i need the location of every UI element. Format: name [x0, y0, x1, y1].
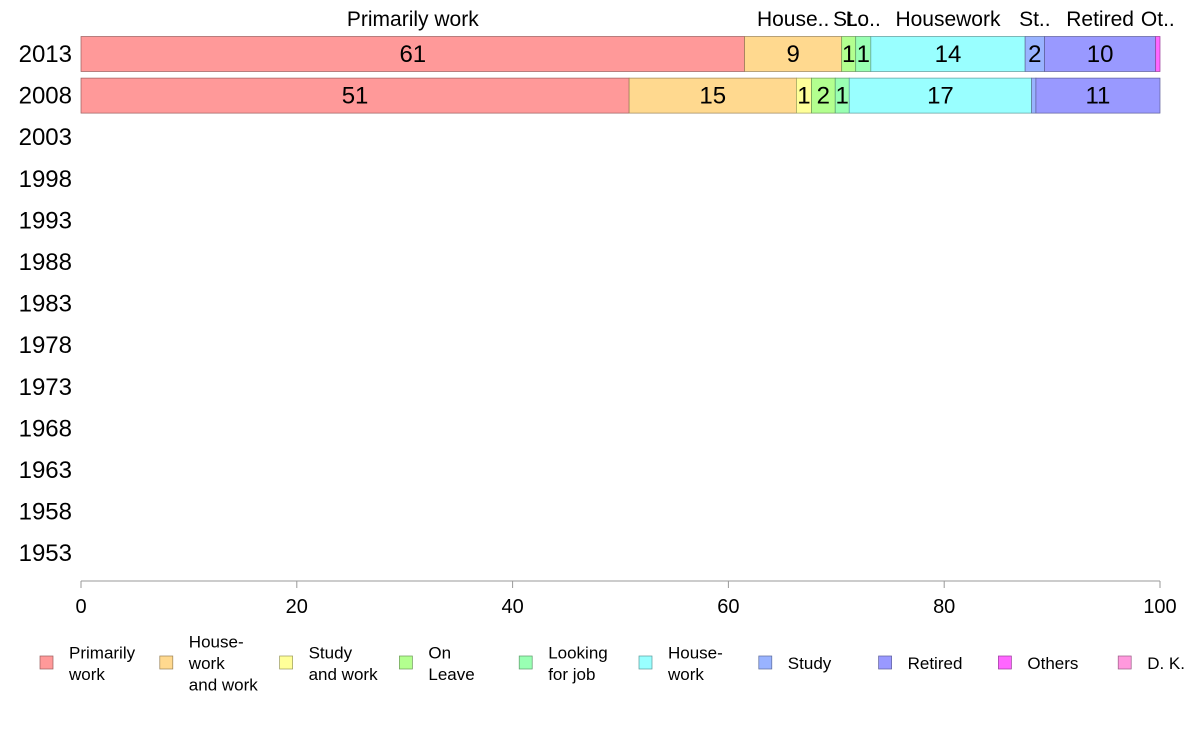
bar-label-2013-series-4: 1 — [857, 41, 870, 68]
legend-swatch-4 — [518, 655, 533, 670]
top-label-series-3: St.. — [833, 8, 865, 31]
x-tick-label-100: 100 — [1143, 596, 1176, 618]
legend-label-3-line-0: On — [428, 643, 451, 662]
bar-label-2008-series-7: 11 — [1085, 83, 1110, 110]
legend-swatch-2 — [279, 655, 293, 670]
legend-label-0-line-1: work — [68, 665, 105, 684]
legend-label-7-line-0: Retired — [908, 654, 963, 673]
y-tick-label-2008: 2008 — [19, 83, 72, 110]
bar-label-2008-series-3: 2 — [817, 83, 830, 110]
legend-label-2-line-1: and work — [309, 665, 378, 684]
y-tick-label-1968: 1968 — [19, 415, 72, 442]
bar-label-2008-series-1: 15 — [699, 83, 726, 110]
legend-swatch-0 — [39, 655, 54, 670]
bar-label-2008-series-0: 51 — [342, 83, 369, 110]
y-tick-label-1993: 1993 — [19, 207, 72, 234]
legend-swatch-8 — [998, 655, 1012, 670]
bar-2013-series-5 — [870, 36, 1026, 72]
legend-label-1-line-0: House- — [189, 633, 244, 652]
legend-label-1-line-2: and work — [189, 676, 258, 695]
bar-2013-series-7 — [1044, 36, 1157, 72]
bar-2008-series-5 — [848, 77, 1032, 114]
legend-label-6-line-0: Study — [788, 654, 832, 673]
y-tick-label-2003: 2003 — [19, 124, 72, 151]
bar-label-2008-series-2: 1 — [797, 83, 810, 110]
legend-swatch-1 — [159, 655, 174, 670]
legend: Primarily work House-work and work Study and … — [39, 633, 1185, 695]
top-label-series-0: Primarily work — [347, 8, 479, 31]
top-label-series-8: Ot.. — [1141, 8, 1175, 31]
bar-label-2013-series-6: 2 — [1028, 41, 1041, 68]
y-tick-label-2013: 2013 — [19, 41, 72, 68]
legend-label-1-line-1: work — [188, 654, 225, 673]
top-label-series-5: Housework — [895, 8, 1001, 31]
bar-label-2013-series-7: 10 — [1087, 41, 1114, 68]
y-tick-label-1953: 1953 — [19, 540, 72, 567]
bar-2008-series-0 — [80, 77, 630, 114]
top-label-series-7: Retired — [1066, 8, 1134, 31]
x-tick-label-60: 60 — [717, 596, 739, 618]
y-tick-label-1973: 1973 — [19, 374, 72, 401]
legend-label-8-line-0: Others — [1027, 654, 1078, 673]
legend-label-9-line-0: D. K. — [1147, 654, 1185, 673]
y-tick-label-1998: 1998 — [19, 166, 72, 193]
legend-label-4-line-1: for job — [548, 665, 595, 684]
legend-swatch-3 — [399, 655, 413, 670]
y-tick-label-1983: 1983 — [19, 291, 72, 318]
bar-2013-series-8 — [1155, 36, 1161, 72]
y-tick-label-1978: 1978 — [19, 332, 72, 359]
y-tick-label-1963: 1963 — [19, 457, 72, 484]
x-axis: 0 20 40 60 80 100 — [75, 580, 1177, 618]
bar-label-2013-series-3: 1 — [842, 41, 855, 68]
y-tick-label-1988: 1988 — [19, 249, 72, 276]
legend-swatch-6 — [758, 655, 773, 670]
top-label-series-4: Lo.. — [846, 8, 881, 31]
top-segment-labels: Primarily work House.. St..Lo.. Housework St… — [347, 8, 1175, 31]
bar-label-2013-series-5: 14 — [935, 41, 962, 68]
legend-label-3-line-1: Leave — [428, 665, 474, 684]
bar-2008-series-6 — [1031, 77, 1037, 114]
bar-2008-series-1 — [628, 77, 797, 114]
bars — [80, 36, 1161, 114]
legend-label-0-line-0: Primarily — [69, 643, 136, 662]
legend-label-5-line-0: House- — [668, 643, 723, 662]
legend-label-5-line-1: work — [667, 665, 704, 684]
top-label-series-1: House.. — [757, 8, 829, 31]
x-tick-label-40: 40 — [501, 596, 523, 618]
bar-2008-series-7 — [1035, 77, 1161, 114]
legend-swatch-9 — [1117, 655, 1132, 670]
bar-label-2013-series-1: 9 — [786, 41, 799, 68]
bar-label-2013-series-0: 61 — [399, 41, 426, 68]
legend-label-2-line-0: Study — [309, 643, 353, 662]
y-tick-label-1958: 1958 — [19, 499, 72, 526]
bar-label-2008-series-5: 17 — [927, 83, 954, 110]
x-tick-label-20: 20 — [286, 596, 308, 618]
legend-swatch-7 — [878, 655, 892, 670]
bar-label-2008-series-4: 1 — [836, 83, 849, 110]
y-axis: 2013 2008 2003 1998 1993 1988 1983 1978 1973 1968… — [19, 41, 72, 567]
x-tick-label-0: 0 — [75, 596, 86, 618]
top-label-series-6: St.. — [1019, 8, 1051, 31]
legend-label-4-line-0: Looking — [548, 643, 608, 662]
legend-swatch-5 — [638, 655, 653, 670]
x-tick-label-80: 80 — [933, 596, 955, 618]
bar-2013-series-1 — [744, 36, 843, 72]
